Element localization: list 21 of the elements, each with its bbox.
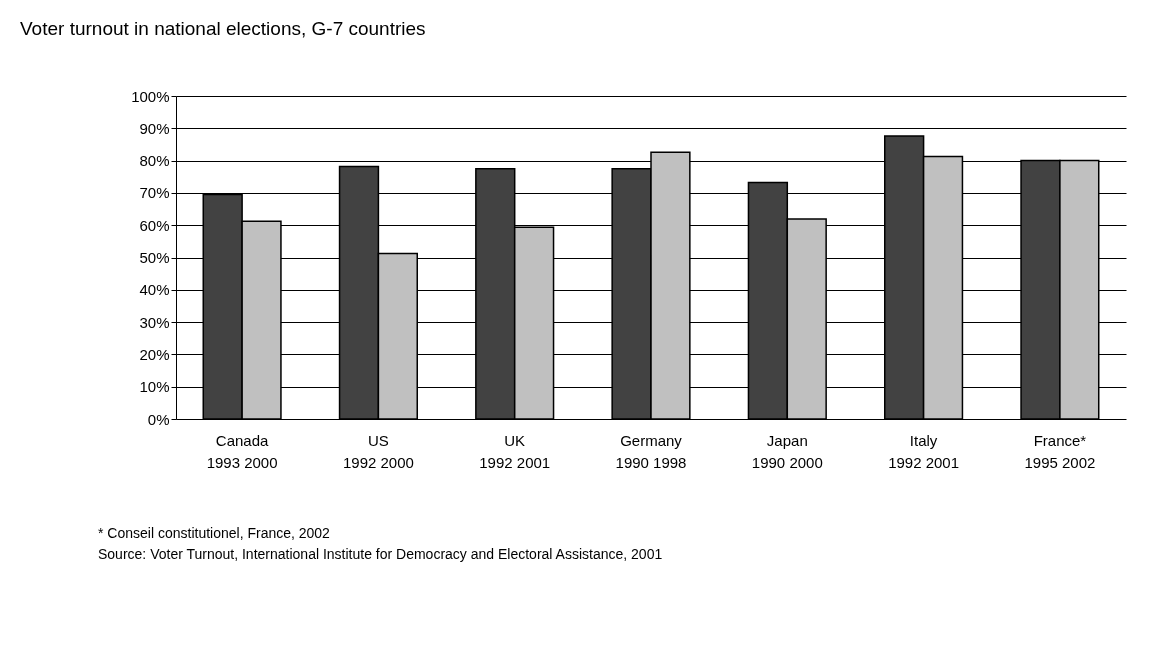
y-tick-label: 40%: [139, 281, 170, 299]
y-tick-label: 70%: [139, 184, 170, 202]
chart-title: Voter turnout in national elections, G-7 countries: [20, 18, 426, 39]
y-tick-label: 100%: [131, 87, 170, 105]
x-tick-label: Italy 1992 2001: [888, 431, 960, 471]
y-tick-label: 20%: [139, 345, 170, 363]
source-note: Source: Voter Turnout, International Institute for Democracy and Electoral Assistance, 2001: [98, 546, 663, 562]
x-tick-label: Japan 1990 2000: [751, 431, 823, 471]
x-tick-label: US 1992 2000: [342, 431, 414, 471]
x-tick-label: Germany 1990 1998: [615, 431, 687, 471]
y-tick-label: 10%: [139, 378, 170, 396]
y-tick-label: 0%: [147, 410, 170, 428]
y-tick-label: 50%: [139, 249, 170, 266]
y-tick-label: 30%: [139, 313, 170, 331]
x-tick-label: France* 1995 2002: [1024, 431, 1096, 471]
y-tick-label: 80%: [139, 152, 170, 170]
y-tick-label: 90%: [139, 119, 170, 137]
y-tick-label: 60%: [139, 216, 170, 234]
x-tick-label: Canada 1993 2000: [206, 431, 278, 471]
text: * Conseil constitutionel, France, 2002: [98, 525, 331, 541]
x-tick-label: UK 1992 2001: [479, 431, 551, 471]
